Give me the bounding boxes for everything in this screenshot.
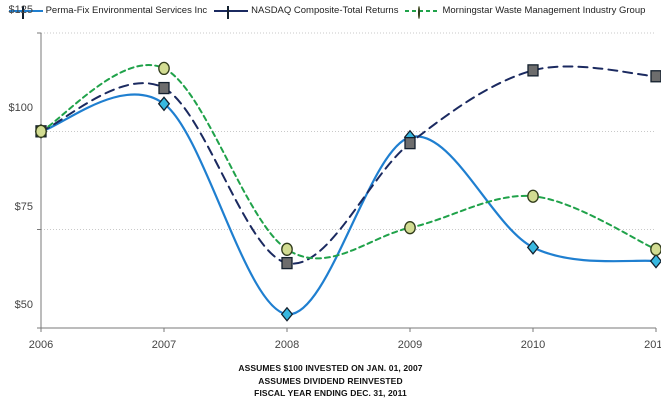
legend-swatch-morningstar bbox=[405, 5, 440, 19]
data-point-marker bbox=[157, 96, 171, 112]
legend-line-solid-icon bbox=[214, 10, 249, 12]
x-axis-tick-label: 2009 bbox=[397, 339, 423, 351]
legend-label-nasdaq: NASDAQ Composite-Total Returns bbox=[251, 5, 399, 16]
data-point-marker bbox=[280, 306, 294, 322]
chart-footnotes: ASSUMES $100 INVESTED ON JAN. 01, 2007 A… bbox=[0, 362, 661, 400]
legend-item-perma-fix[interactable]: Perma-Fix Environmental Services Inc bbox=[8, 5, 208, 19]
data-point-marker bbox=[404, 221, 416, 235]
legend-swatch-perma-fix bbox=[8, 5, 43, 19]
y-axis-tick-label: $125 bbox=[8, 4, 33, 16]
footnote-line-2: ASSUMES DIVIDEND REINVESTED bbox=[258, 375, 403, 386]
data-point-marker bbox=[35, 124, 47, 138]
series-line bbox=[39, 93, 658, 316]
chart-legend: Perma-Fix Environmental Services Inc NAS… bbox=[0, 0, 661, 22]
y-axis-tick-label: $50 bbox=[14, 299, 33, 311]
x-axis-tick-label: 2010 bbox=[520, 339, 546, 351]
data-point-marker bbox=[281, 242, 293, 256]
x-axis-tick-label: 2011 bbox=[644, 339, 661, 351]
data-point-marker bbox=[650, 242, 661, 256]
footnote-line-3: FISCAL YEAR ENDING DEC. 31, 2011 bbox=[254, 388, 407, 398]
legend-item-nasdaq[interactable]: NASDAQ Composite-Total Returns bbox=[214, 5, 399, 19]
x-axis-tick-label: 2006 bbox=[28, 339, 54, 351]
footnote-line-1: ASSUMES $100 INVESTED ON JAN. 01, 2007 bbox=[238, 363, 423, 373]
square-marker-icon bbox=[227, 6, 230, 19]
data-point-marker bbox=[526, 239, 540, 255]
data-point-marker bbox=[281, 256, 293, 270]
data-point-marker bbox=[527, 64, 539, 77]
data-point-marker bbox=[158, 61, 170, 76]
legend-line-dashed-icon bbox=[405, 10, 440, 12]
data-point-marker bbox=[158, 81, 170, 95]
y-axis-tick-label: $75 bbox=[14, 200, 33, 213]
plot-area bbox=[0, 22, 661, 342]
legend-label-morningstar: Morningstar Waste Management Industry Gr… bbox=[442, 5, 646, 16]
x-axis-tick-label: 2008 bbox=[274, 339, 300, 351]
legend-label-perma-fix: Perma-Fix Environmental Services Inc bbox=[45, 5, 208, 16]
x-axis-tick-label: 2007 bbox=[151, 339, 177, 351]
data-point-marker bbox=[527, 189, 539, 203]
y-axis-tick-label: $100 bbox=[8, 102, 33, 115]
legend-line-solid-icon bbox=[8, 10, 43, 12]
y-axis: $50 $75 $100 $125 bbox=[0, 0, 41, 320]
data-point-marker bbox=[404, 136, 416, 150]
plot-canvas bbox=[34, 32, 661, 332]
legend-item-morningstar[interactable]: Morningstar Waste Management Industry Gr… bbox=[405, 5, 646, 19]
data-point-marker bbox=[649, 253, 661, 269]
circle-marker-icon bbox=[418, 6, 421, 19]
data-point-marker bbox=[650, 70, 661, 83]
legend-swatch-nasdaq bbox=[214, 5, 249, 19]
